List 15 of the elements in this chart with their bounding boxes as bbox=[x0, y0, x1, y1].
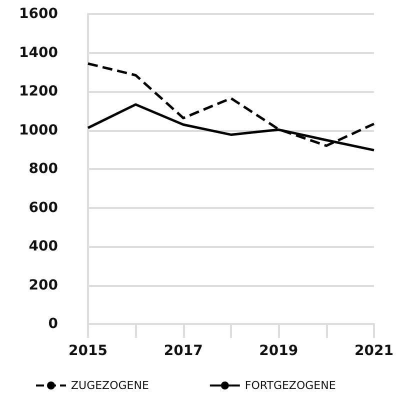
x-tick-label: 2021 bbox=[354, 343, 394, 359]
y-tick-label: 1400 bbox=[19, 44, 58, 61]
legend-label: ZUGEZOGENE bbox=[71, 379, 149, 392]
y-tick-label: 800 bbox=[28, 161, 58, 177]
y-tick-label: 1600 bbox=[19, 6, 58, 22]
y-tick-label: 1000 bbox=[19, 122, 58, 138]
legend-label: FORTGEZOGENE bbox=[244, 379, 336, 392]
y-tick-label: 400 bbox=[28, 238, 58, 254]
x-tick-label: 2015 bbox=[68, 343, 108, 359]
y-tick-label: 1200 bbox=[19, 84, 58, 100]
y-tick-label: 600 bbox=[28, 200, 58, 216]
y-tick-label: 200 bbox=[28, 277, 58, 294]
x-tick-label: 2019 bbox=[259, 343, 298, 359]
x-tick-label: 2017 bbox=[164, 343, 203, 359]
y-tick-label: 0 bbox=[48, 316, 58, 332]
